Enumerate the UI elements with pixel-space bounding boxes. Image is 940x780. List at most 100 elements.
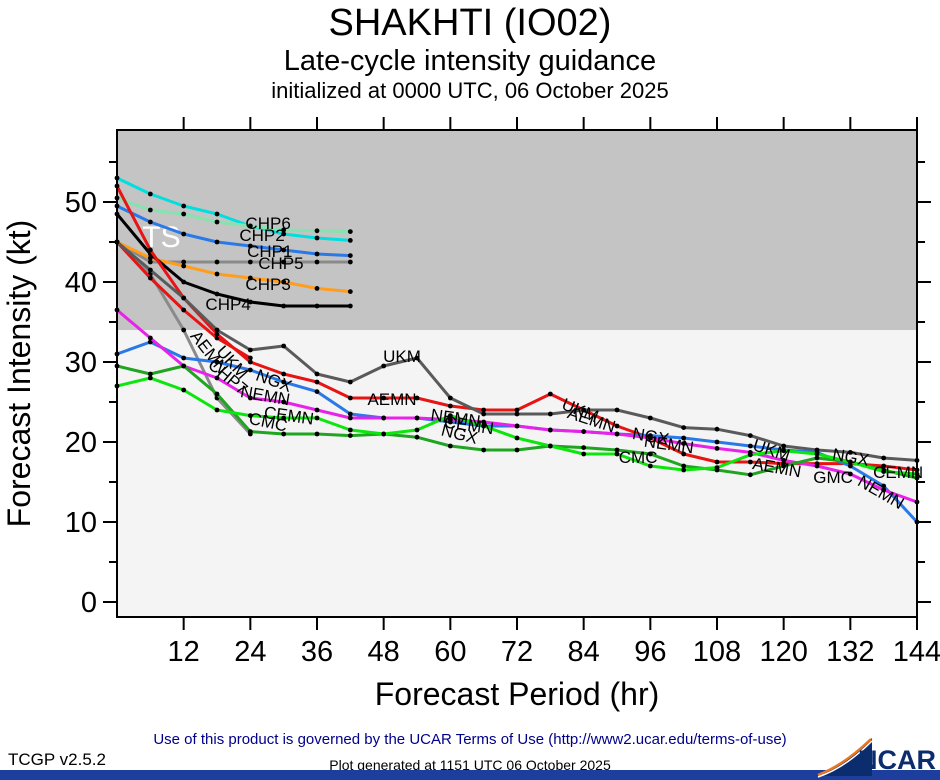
data-marker [281, 231, 287, 237]
x-tick-label: 24 [234, 636, 266, 668]
y-tick-label: 40 [65, 267, 97, 299]
data-marker [447, 443, 453, 449]
data-marker [514, 411, 520, 417]
data-marker [547, 443, 553, 449]
data-marker [347, 229, 353, 235]
data-marker [181, 295, 187, 301]
series-line-CHP6 [116, 196, 351, 234]
data-marker [681, 463, 687, 469]
data-marker [147, 259, 153, 265]
data-marker [547, 427, 553, 433]
data-marker [681, 425, 687, 430]
x-tick-label: 132 [826, 636, 874, 668]
data-marker [214, 271, 220, 277]
data-marker [447, 403, 453, 409]
data-marker [881, 483, 887, 489]
data-marker [647, 451, 653, 457]
model-label-CHP5: CHP5 [258, 254, 303, 273]
data-marker [214, 359, 220, 365]
data-marker [547, 391, 553, 397]
data-marker [281, 303, 287, 309]
y-tick-label: 50 [65, 187, 97, 219]
data-marker [481, 411, 487, 417]
data-marker [314, 259, 320, 265]
data-marker [847, 463, 853, 469]
data-marker [247, 223, 253, 229]
data-marker [281, 247, 287, 253]
data-marker [347, 379, 353, 385]
ts-region [117, 130, 917, 330]
data-marker [414, 427, 420, 433]
data-marker [314, 389, 320, 394]
data-marker [347, 253, 353, 258]
y-tick-label: 10 [65, 507, 97, 539]
model-label-CHP3: CHP3 [245, 275, 290, 294]
data-marker [347, 433, 353, 438]
data-marker [714, 426, 720, 432]
data-marker [214, 407, 220, 413]
data-marker [814, 463, 820, 469]
data-marker [247, 259, 253, 265]
data-marker [347, 427, 353, 433]
data-marker [347, 303, 353, 309]
data-marker [281, 379, 287, 385]
model-label-CHP6: CHP6 [245, 214, 290, 233]
data-marker [747, 452, 753, 458]
data-marker [247, 413, 253, 418]
init-time-line: initialized at 0000 UTC, 06 October 2025 [271, 78, 669, 104]
data-marker [447, 417, 453, 422]
data-marker [347, 395, 353, 401]
data-marker [881, 469, 887, 474]
data-marker [147, 275, 153, 281]
data-marker [747, 459, 753, 465]
data-marker [781, 448, 787, 454]
data-marker [281, 431, 287, 437]
data-marker [814, 451, 820, 457]
data-marker [347, 289, 353, 294]
data-marker [314, 235, 320, 241]
ncar-logo: NCAR [816, 734, 936, 778]
data-marker [181, 387, 187, 393]
x-axis-title: Forecast Period (hr) [375, 676, 660, 712]
data-marker [481, 423, 487, 429]
data-marker [781, 443, 787, 449]
data-marker [314, 371, 320, 377]
storm-title: SHAKHTI (IO02) [328, 2, 612, 44]
data-marker [381, 395, 387, 401]
data-marker [681, 441, 687, 446]
model-label-AEMN: AEMN [367, 390, 416, 409]
version-label: TCGP v2.5.2 [8, 750, 106, 769]
data-marker [714, 465, 720, 470]
data-marker [147, 371, 153, 377]
data-marker [847, 471, 853, 477]
data-marker [681, 451, 687, 457]
data-marker [747, 433, 753, 438]
data-marker [147, 375, 153, 381]
data-marker [247, 429, 253, 434]
data-marker [447, 395, 453, 401]
terms-of-use-text: Use of this product is governed by the U… [153, 731, 787, 748]
data-marker [147, 335, 153, 341]
data-marker [781, 458, 787, 463]
model-label-CHP2: CHP2 [239, 226, 284, 245]
y-axis-title: Forecast Intensity (kt) [1, 220, 37, 528]
data-marker [181, 355, 187, 361]
data-marker [314, 251, 320, 257]
data-marker [247, 299, 253, 305]
data-marker [347, 415, 353, 421]
model-label-CHP4: CHP4 [205, 295, 250, 314]
ncar-logo-text: NCAR [858, 745, 936, 775]
series-line-CHP2 [116, 176, 351, 242]
data-marker [881, 455, 887, 461]
data-marker [381, 363, 387, 369]
data-marker [381, 415, 387, 421]
data-marker [214, 327, 220, 333]
data-marker [247, 347, 253, 353]
data-marker [281, 399, 287, 405]
data-marker [514, 423, 520, 429]
model-label-CHP1: CHP1 [247, 242, 292, 261]
x-tick-label: 12 [168, 636, 200, 668]
data-marker [581, 451, 587, 457]
